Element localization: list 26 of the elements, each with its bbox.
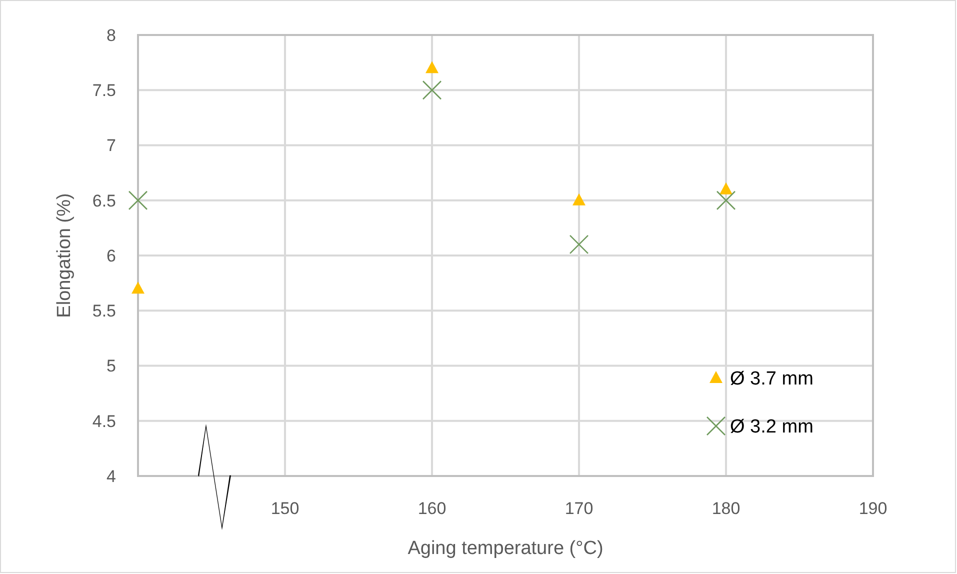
y-axis-title: Elongation (%) xyxy=(54,193,75,318)
point xyxy=(569,234,589,254)
y-tick-label: 4.5 xyxy=(92,412,116,431)
y-tick-label: 8 xyxy=(106,26,116,45)
y-tick-label: 6.5 xyxy=(92,191,116,210)
x-tick-label: 190 xyxy=(858,499,888,518)
y-tick-label: 7 xyxy=(106,136,116,156)
y-tick-label: 7.5 xyxy=(92,81,116,100)
x-tick-label: 150 xyxy=(270,499,300,518)
y-tick-label: 5 xyxy=(106,356,116,376)
point xyxy=(422,80,442,100)
x-axis-title: Aging temperature (°C) xyxy=(408,538,604,559)
legend-label: Ø 3.2 mm xyxy=(730,416,814,438)
point xyxy=(720,182,732,194)
y-tick-label: 5.5 xyxy=(92,302,116,321)
y-tick-label: 4 xyxy=(106,466,116,486)
x-tick-label: 160 xyxy=(418,499,446,518)
legend-label: Ø 3.7 mm xyxy=(730,368,814,390)
point xyxy=(426,61,438,74)
y-tick-label: 6 xyxy=(106,246,116,266)
point xyxy=(132,282,144,294)
point xyxy=(128,190,148,210)
x-tick-label: 180 xyxy=(712,499,740,518)
point xyxy=(716,190,736,210)
x-tick-label: 170 xyxy=(564,499,594,518)
point xyxy=(572,193,586,206)
